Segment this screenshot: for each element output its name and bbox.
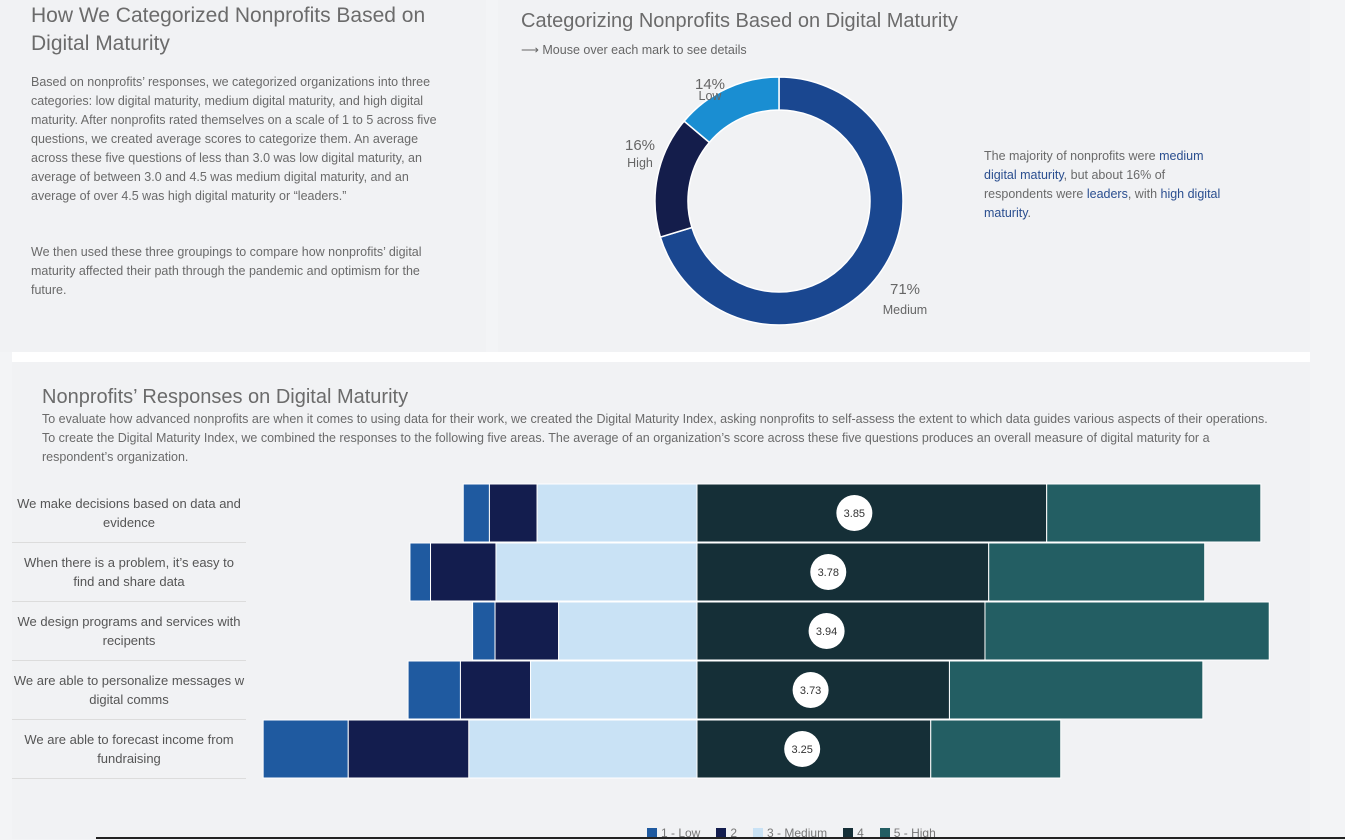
left-panel [0,0,486,352]
left-title: How We Categorized Nonprofits Based on D… [31,4,426,55]
legend-item-2[interactable]: 2 [716,826,737,840]
bottom-border [96,837,1345,839]
donut-pct-medium: 71% [889,281,921,298]
donut-label-high: 16% High [610,137,670,171]
row-label-2: When there is a problem, it’s easy to fi… [12,543,246,602]
row-label-4: We are able to personalize messages w di… [12,661,246,720]
legend-swatch-2 [716,828,727,838]
note-d: leaders [1086,187,1128,201]
legend-item-5[interactable]: 5 - High [879,826,936,840]
donut-hint: ⟶ Mouse over each mark to see details [521,43,747,57]
donut-label-low: 14% Low [680,76,740,104]
donut-pct-high: 16% [624,137,656,154]
donut-pct-low: 14% [694,76,726,93]
donut-title: Categorizing Nonprofits Based on Digital… [521,10,958,32]
row-label-3: We design programs and services with rec… [12,602,246,661]
donut-name-high: High [627,156,653,170]
legend-swatch-4 [843,828,854,838]
legend-swatch-1 [647,828,657,838]
bottom-description: To evaluate how advanced nonprofits are … [42,412,1268,464]
note-f: high digital maturity [984,187,1221,220]
legend-item-1[interactable]: 1 - Low [647,826,700,840]
legend-text-2: 2 [730,826,738,840]
donut-panel [498,0,1310,352]
donut-slice-low[interactable] [683,76,780,144]
donut-label-medium: 71% Medium [872,281,938,318]
bottom-title: Nonprofits’ Responses on Digital Maturit… [42,386,409,408]
row-label-5: We are able to forecast income from fund… [12,720,246,779]
donut-note: The majority of nonprofits were medium d… [984,147,1224,223]
donut-slice-medium[interactable] [659,76,904,326]
divider [12,352,1310,362]
note-e: , with [1127,187,1161,201]
legend-text-5: 5 - High [893,826,936,840]
donut-name-low: Low [698,89,722,103]
legend-item-3[interactable]: 3 - Medium [753,826,827,840]
left-paragraph-2: We then used these three groupings to co… [31,245,422,297]
note-b: medium digital maturity [984,149,1204,182]
note-g: . [1027,206,1032,220]
legend-text-3: 3 - Medium [767,826,828,840]
left-paragraph-1: Based on nonprofits’ responses, we categ… [31,75,437,203]
chart-legend: 1 - Low 2 3 - Medium 4 5 - High [647,826,936,840]
note-c: , but about 16% of respondents were [984,168,1166,201]
legend-item-4[interactable]: 4 [843,826,864,840]
note-a: The majority of nonprofits were [984,149,1160,163]
donut-name-medium: Medium [882,303,928,317]
donut-chart[interactable] [640,70,920,332]
legend-swatch-5 [879,828,890,838]
legend-swatch-3 [753,828,764,838]
row-label-1: We make decisions based on data and evid… [12,484,246,543]
legend-text-1: 1 - Low [661,826,701,840]
legend-text-4: 4 [857,826,864,840]
